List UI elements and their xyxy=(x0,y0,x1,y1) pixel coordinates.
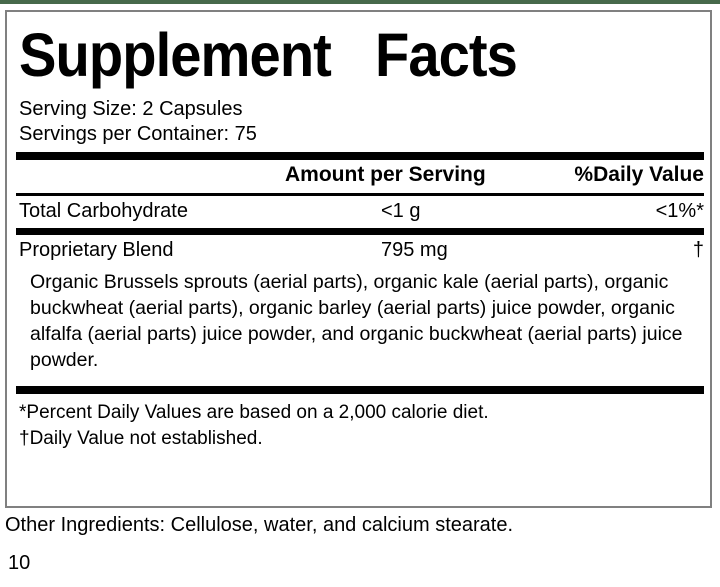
spacer xyxy=(16,373,704,386)
servings-per-container-text: Servings per Container: 75 xyxy=(19,123,257,145)
table-row: Proprietary Blend 795 mg † xyxy=(16,235,704,267)
supplement-facts-content: Supplement Facts Serving Size: 2 Capsule… xyxy=(16,12,704,452)
amount-per-serving-header: Amount per Serving xyxy=(285,163,486,186)
nutrient-amount: 795 mg xyxy=(381,239,448,261)
nutrient-daily-value: † xyxy=(692,239,704,261)
supplement-facts-panel: Supplement Facts Serving Size: 2 Capsule… xyxy=(5,10,712,508)
daily-value-header: %Daily Value xyxy=(574,163,704,186)
other-ingredients-text: Other Ingredients: Cellulose, water, and… xyxy=(5,514,514,536)
ingredient-description: Organic Brussels sprouts (aerial parts),… xyxy=(30,271,683,371)
table-header-row: Amount per Serving %Daily Value xyxy=(16,160,704,193)
serving-size-text: Serving Size: 2 Capsules xyxy=(19,98,243,120)
top-color-strip xyxy=(0,0,720,4)
page-title: Supplement Facts xyxy=(19,21,518,89)
rule-below-carbohydrate xyxy=(16,228,704,235)
footnote-daily-value-not-established: †Daily Value not established. xyxy=(19,428,263,449)
nutrient-daily-value: <1%* xyxy=(655,200,704,222)
page-number: 10 xyxy=(8,552,31,574)
nutrient-amount: <1 g xyxy=(381,200,421,222)
footnotes-block: *Percent Daily Values are based on a 2,0… xyxy=(19,394,704,452)
rule-below-header xyxy=(16,193,704,196)
rule-below-serving-info xyxy=(16,152,704,160)
serving-info-block: Serving Size: 2 Capsules Servings per Co… xyxy=(16,90,704,152)
footnote-percent-daily-value: *Percent Daily Values are based on a 2,0… xyxy=(19,402,489,423)
rule-above-footnotes xyxy=(16,386,704,394)
table-row: Total Carbohydrate <1 g <1%* xyxy=(16,196,704,228)
nutrient-name: Proprietary Blend xyxy=(19,239,174,261)
nutrient-name: Total Carbohydrate xyxy=(19,200,188,222)
